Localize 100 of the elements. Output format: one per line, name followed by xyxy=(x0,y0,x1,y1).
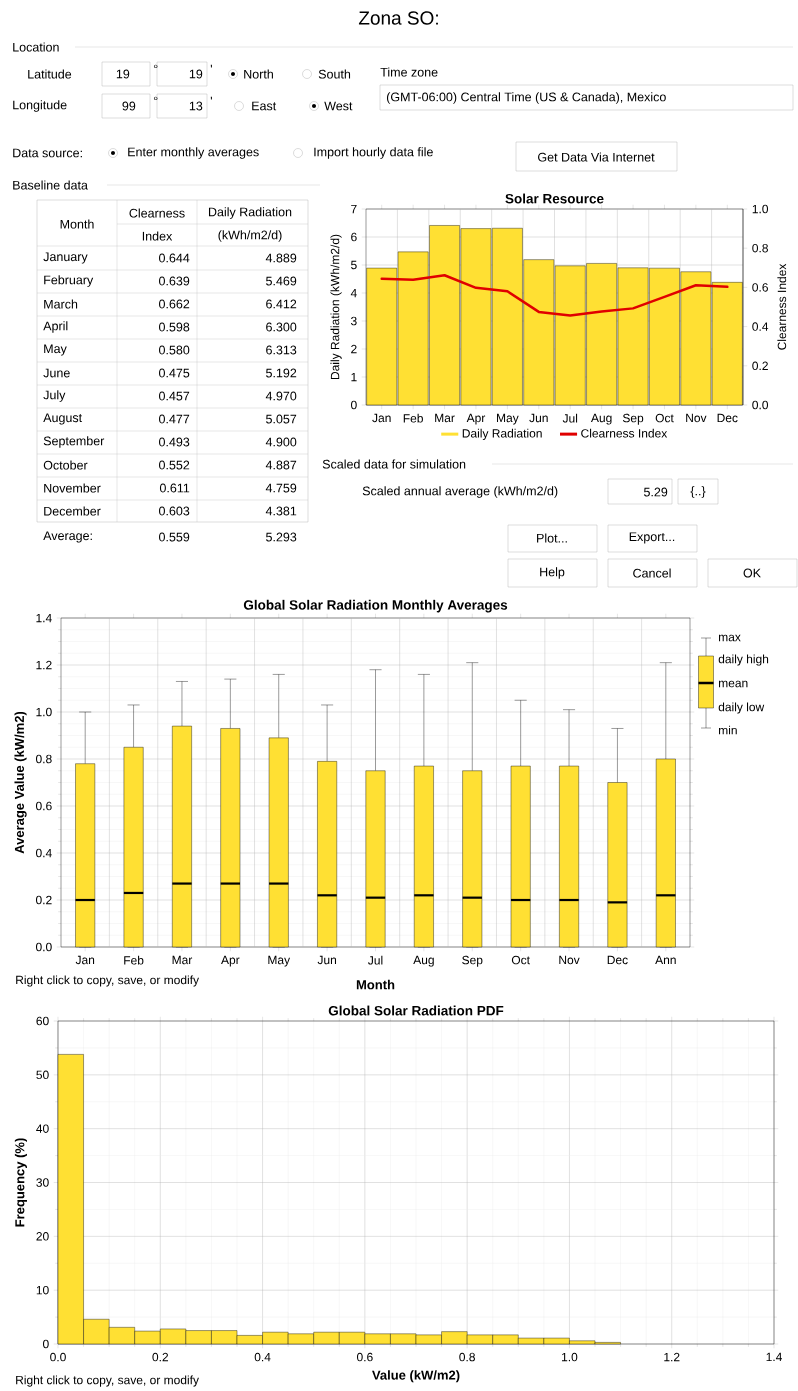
y-tick-label: 1.4 xyxy=(36,613,52,623)
text: 0.598 xyxy=(159,322,190,332)
x-tick-label: Dec xyxy=(717,413,738,423)
text: Right click to copy, save, or modify xyxy=(16,975,200,987)
text: 0.477 xyxy=(159,414,190,424)
x-tick-label: Ann xyxy=(655,955,676,965)
x-tick-label: 0.0 xyxy=(50,1352,66,1362)
x-tick-label: Aug xyxy=(590,413,612,425)
text: Export... xyxy=(629,532,675,544)
text: ' xyxy=(210,96,212,100)
text: 0.611 xyxy=(159,483,190,493)
y2-tick-label: 0.6 xyxy=(752,283,768,292)
y-tick-label: 40 xyxy=(36,1124,49,1133)
text: OK xyxy=(743,568,761,578)
text: 0.639 xyxy=(159,276,190,286)
text: 5.469 xyxy=(266,276,297,286)
x-tick-label: Jul xyxy=(562,413,578,423)
y-tick-label: 60 xyxy=(36,1016,49,1026)
y2-tick-label: 0.8 xyxy=(752,243,768,253)
x-tick-label: Oct xyxy=(655,413,674,423)
text: ' xyxy=(210,64,212,68)
y-axis-title: Daily Radiation (kWh/m2/d) xyxy=(330,234,342,380)
y-tick-label: 0.6 xyxy=(35,801,52,811)
x-tick-label: Oct xyxy=(511,955,530,965)
x-tick-label: May xyxy=(497,413,519,425)
text: 0.580 xyxy=(159,345,190,355)
text: Daily Radiation xyxy=(208,207,292,219)
chart-title: Global Solar Radiation PDF xyxy=(328,1005,504,1016)
x-tick-label: Feb xyxy=(403,413,423,423)
text: 19 xyxy=(116,69,130,79)
text: 0.493 xyxy=(159,437,190,447)
x-tick-label: 1.2 xyxy=(664,1352,680,1362)
y-tick-label: 30 xyxy=(36,1178,49,1187)
y2-tick-label: 0.0 xyxy=(752,400,769,410)
text: 19 xyxy=(189,69,203,79)
y-axis-title: Average Value (kW/m2) xyxy=(14,711,27,854)
x-tick-label: Sep xyxy=(622,413,644,425)
x-tick-label: Mar xyxy=(172,955,193,965)
text: October xyxy=(43,460,88,470)
text: 0.457 xyxy=(159,391,190,401)
text: 0.552 xyxy=(159,460,190,470)
text: July xyxy=(43,390,66,402)
line-series xyxy=(380,274,729,317)
text: Baseline data xyxy=(13,180,88,190)
text: 6.300 xyxy=(266,322,297,332)
text: Latitude xyxy=(28,69,72,79)
text: May xyxy=(44,344,67,356)
x-tick-label: 1.0 xyxy=(562,1352,578,1362)
x-axis-title: Month xyxy=(356,979,395,990)
y-tick-label: 0 xyxy=(351,400,357,410)
text: 99 xyxy=(122,101,136,111)
text: 0.603 xyxy=(159,506,190,516)
x-tick-label: Dec xyxy=(607,955,628,965)
y-tick-label: 5 xyxy=(351,260,357,270)
text: Time zone xyxy=(380,67,438,77)
y2-axis-title: Clearness Index xyxy=(777,263,787,350)
y-tick-label: 10 xyxy=(36,1285,49,1295)
text: 5.057 xyxy=(266,414,297,424)
text: Scaled data for simulation xyxy=(322,459,466,469)
text: 6.313 xyxy=(266,345,297,355)
y-tick-label: 6 xyxy=(351,232,357,242)
y-tick-label: 7 xyxy=(351,204,357,214)
text: March xyxy=(44,299,78,309)
text: February xyxy=(44,275,94,287)
text: Clearness xyxy=(129,208,185,218)
text: East xyxy=(252,101,277,111)
x-tick-label: 0.8 xyxy=(459,1352,475,1362)
y-tick-label: 0 xyxy=(43,1339,49,1349)
text: Enter monthly averages xyxy=(128,147,259,159)
text: (GMT-06:00) Central Time (US & Canada), Mexico xyxy=(386,92,666,104)
x-axis-title: Value (kW/m2) xyxy=(372,1370,460,1383)
text: Average: xyxy=(43,531,92,543)
x-tick-label: Apr xyxy=(466,413,486,425)
text: min xyxy=(718,725,737,735)
text: North xyxy=(244,69,273,79)
text: 0.475 xyxy=(159,368,190,378)
x-tick-label: Sep xyxy=(462,955,483,967)
text: 0.644 xyxy=(159,253,190,263)
text: November xyxy=(44,483,101,493)
y-tick-label: 0.0 xyxy=(35,942,52,952)
x-tick-label: Nov xyxy=(559,955,580,965)
source-note: Data source: xyxy=(13,148,82,158)
text: June xyxy=(43,368,70,378)
x-tick-label: 1.4 xyxy=(766,1352,782,1362)
text: Zona SO: xyxy=(358,11,438,25)
text: Import hourly data file xyxy=(314,147,433,159)
text: 5.29 xyxy=(643,487,668,497)
text: max xyxy=(718,634,741,642)
text: 5.192 xyxy=(266,368,297,378)
x-tick-label: Feb xyxy=(124,955,144,965)
x-tick-label: Jan xyxy=(372,413,391,423)
legend-label: Clearness Index xyxy=(581,428,668,438)
x-tick-label: Jul xyxy=(368,955,383,965)
chart-title: Global Solar Radiation Monthly Averages xyxy=(243,599,508,613)
x-tick-label: Jan xyxy=(75,955,95,965)
text: January xyxy=(43,252,88,264)
text: Index xyxy=(142,231,173,241)
x-tick-label: 0.2 xyxy=(152,1352,169,1362)
text: April xyxy=(43,321,68,333)
text: Cancel xyxy=(633,568,671,578)
